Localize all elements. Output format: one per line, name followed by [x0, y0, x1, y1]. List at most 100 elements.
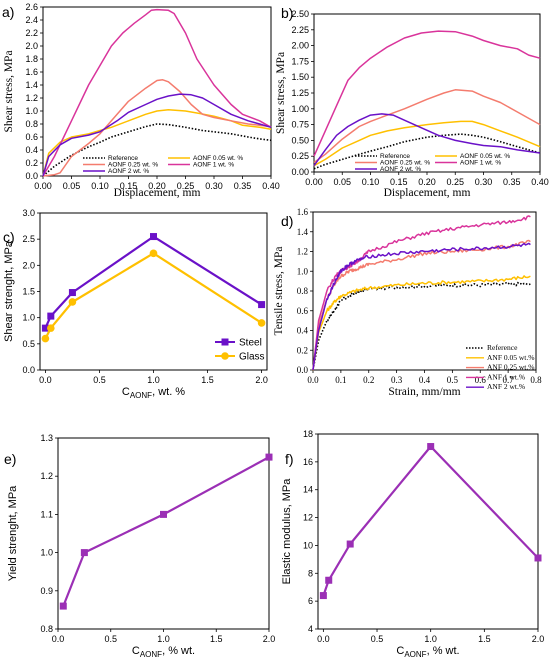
x-tick-label: 0.1 — [335, 375, 346, 385]
y-tick-label: 6 — [308, 596, 313, 606]
x-tick-label: 2.0 — [255, 375, 268, 385]
series-line — [312, 275, 531, 371]
legend-label: AONF 2 wt. % — [380, 166, 421, 173]
x-tick-label: 0.8 — [530, 375, 542, 385]
x-axis-label: CAONF, % wt. — [396, 645, 459, 659]
x-tick-label: 0.4 — [419, 375, 431, 385]
panel-letter: b) — [281, 5, 293, 21]
y-tick-label: 0.8 — [40, 624, 53, 634]
plot-frame — [57, 437, 270, 630]
x-tick-label: 0.0 — [307, 375, 319, 385]
x-tick-label: 0.30 — [475, 177, 493, 187]
y-tick-label: 0.8 — [297, 286, 309, 296]
data-point — [47, 312, 55, 320]
x-tick-label: 0.2 — [363, 375, 374, 385]
series-line — [322, 445, 539, 596]
y-tick-label: 0.9 — [40, 586, 53, 596]
y-tick-label: 1.0 — [22, 313, 35, 323]
data-point — [258, 301, 266, 309]
x-tick-label: 1.5 — [210, 634, 223, 644]
legend-entry: Reference — [466, 343, 518, 352]
y-axis-label: Shear strenght, MPa — [3, 240, 15, 342]
x-tick-label: 1.0 — [157, 634, 170, 644]
series-reference — [313, 133, 541, 170]
x-tick-label: 0.05 — [333, 177, 351, 187]
y-tick-label: 1.3 — [40, 433, 53, 443]
x-tick-label: 0.40 — [262, 181, 280, 191]
y-tick-label: 0.0 — [297, 365, 309, 375]
x-tick-label: 0.5 — [447, 375, 459, 385]
series-aonf-2-wt- — [42, 93, 272, 177]
series-aonf-0-25-wt- — [313, 89, 541, 164]
data-point — [80, 549, 88, 557]
x-tick-label: 0.0 — [317, 634, 330, 644]
y-tick-label: 1.4 — [25, 80, 38, 90]
x-tick-label: 2.0 — [532, 634, 545, 644]
y-tick-label: 0.5 — [22, 339, 35, 349]
series-glass — [41, 249, 266, 343]
legend-entry: AONF 1 wt. % — [435, 160, 501, 167]
x-tick-label: 0.30 — [205, 181, 223, 191]
y-tick-label: 14 — [303, 485, 313, 495]
y-tick-label: 0.0 — [22, 365, 35, 375]
legend-entry: AONF 0.25 wt. % — [83, 162, 158, 169]
y-tick-label: 1.50 — [291, 72, 309, 82]
series-line — [313, 120, 541, 167]
panel-letter: c) — [3, 229, 15, 245]
x-tick-label: 0.00 — [305, 177, 323, 187]
y-tick-label: 2.0 — [22, 260, 35, 270]
legend-entry: ANF 0.05 wt.% — [466, 353, 535, 362]
x-tick-label: 0.20 — [148, 181, 166, 191]
legend-label: ANF 0.25 wt.% — [487, 363, 535, 372]
series-anf-1-wt- — [312, 215, 531, 371]
panel-letter: e) — [4, 451, 16, 467]
y-axis-label: Yield strenght, MPa — [7, 485, 19, 581]
series-aonf-0-05-wt- — [313, 120, 541, 167]
y-tick-label: 0.4 — [25, 145, 38, 155]
series-line — [42, 123, 272, 177]
panel-f: f) 0.0 0.5 1.0 1.5 2.0 4 6 8 10 12 14 16 18 CAONF, % w… — [281, 429, 544, 659]
legend-label: Reference — [487, 343, 518, 352]
series-steel — [41, 233, 266, 332]
data-point — [41, 334, 50, 343]
x-tick-label: 0.6 — [475, 375, 487, 385]
data-point — [319, 592, 327, 600]
x-tick-label: 0.10 — [362, 177, 380, 187]
legend-label: AONF 2 wt. % — [108, 168, 149, 175]
x-tick-label: 0.35 — [503, 177, 521, 187]
y-tick-label: 2.00 — [291, 41, 309, 51]
x-tick-label: 0.7 — [503, 375, 515, 385]
y-tick-label: 2.6 — [25, 2, 38, 12]
y-tick-label: 2.5 — [22, 234, 35, 244]
y-axis-label: Elastic modulus, MPa — [281, 478, 293, 585]
y-tick-label: 2.2 — [25, 28, 38, 38]
legend-entry: AONF 0.05 wt. % — [435, 153, 510, 160]
series-anf-0-05-wt- — [312, 275, 531, 371]
y-tick-label: 1.2 — [25, 93, 38, 103]
panel-e: e) 0.0 0.5 1.0 1.5 2.0 0.8 0.9 1.0 1.1 1.2 1.3 CAONF… — [4, 433, 275, 659]
legend-entry: AONF 0.25 wt. % — [355, 160, 430, 167]
y-tick-label: 1.2 — [40, 471, 53, 481]
series-main — [319, 443, 542, 600]
series-line — [42, 79, 272, 177]
x-axis-label: CAONF, wt. % — [122, 386, 185, 400]
x-tick-label: 0.5 — [371, 634, 384, 644]
legend-label: AONF 0.25 wt. % — [108, 162, 158, 169]
data-point — [68, 298, 77, 306]
series-main — [59, 453, 273, 610]
series-line — [62, 456, 270, 607]
y-tick-label: 8 — [308, 568, 313, 578]
y-tick-label: 0.75 — [291, 120, 309, 130]
plot-frame — [317, 433, 539, 630]
legend-label: AONF 1 wt. % — [193, 162, 234, 169]
y-tick-label: 2.25 — [291, 25, 309, 35]
legend-marker — [221, 338, 229, 346]
y-tick-label: 1.2 — [297, 247, 308, 257]
y-tick-label: 0.6 — [25, 132, 38, 142]
data-point — [149, 249, 158, 258]
series-line — [313, 89, 541, 164]
legend-entry: AONF 1 wt. % — [168, 162, 234, 169]
y-tick-label: 0.8 — [25, 119, 38, 129]
x-tick-label: 0.15 — [390, 177, 408, 187]
